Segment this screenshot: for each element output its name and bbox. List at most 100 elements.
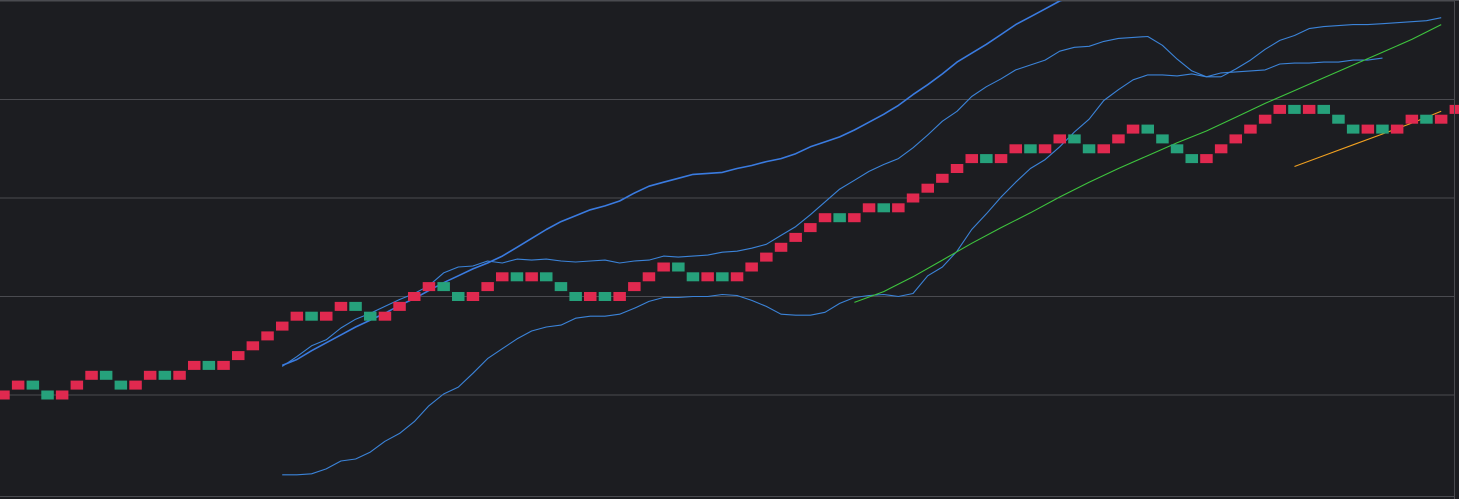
renko-brick-down [1024,144,1037,154]
renko-brick-up [584,292,597,301]
renko-brick-down [1156,134,1169,144]
renko-brick-down [672,262,685,272]
renko-brick-up [188,360,201,370]
renko-brick-up [1214,144,1228,154]
renko-brick-down [1082,144,1096,154]
renko-brick-down [980,154,993,164]
renko-brick-up [848,213,861,223]
renko-bricks [0,104,1459,400]
renko-brick-down [598,292,612,301]
renko-brick-up [950,164,964,173]
renko-brick-down [510,272,524,282]
renko-brick-down [437,282,450,292]
renko-brick-up [378,311,392,321]
renko-brick-down [158,370,172,380]
renko-brick-up [129,380,142,390]
moving-average-line [854,24,1442,303]
renko-brick-up [393,301,406,311]
renko-brick-up [906,193,920,203]
renko-brick-down [1288,104,1301,114]
band-lower-line [282,57,1383,476]
renko-brick-down [1317,104,1330,114]
renko-brick-up [261,331,274,341]
renko-brick-down [26,380,40,390]
renko-brick-down [1141,124,1154,134]
renko-brick-down [349,301,362,311]
renko-brick-down [1170,144,1184,154]
renko-brick-up [11,380,25,390]
renko-brick-down [1068,134,1081,144]
renko-brick-up [217,360,230,370]
renko-brick-down [1332,114,1345,124]
renko-brick-up [1229,134,1242,144]
renko-brick-down [1376,124,1389,134]
renko-brick-down [1420,114,1433,124]
renko-brick-down [202,360,216,370]
renko-brick-down [452,292,465,301]
renko-brick-up [422,282,436,292]
renko-brick-up [760,252,773,262]
renko-brick-up [1097,144,1110,154]
renko-brick-up [745,262,758,272]
renko-brick-down [99,370,113,380]
renko-brick-up [85,370,98,380]
renko-brick-down [41,390,54,400]
renko-brick-up [55,390,69,400]
renko-brick-up [730,272,744,282]
indicator-lines [281,0,1442,476]
renko-brick-up [1405,114,1419,124]
renko-brick-up [657,262,670,272]
renko-brick-up [466,292,480,301]
renko-brick-up [613,292,626,301]
renko-brick-down [364,311,377,321]
renko-brick-up [1126,124,1140,134]
renko-brick-up [70,380,84,390]
renko-brick-down [540,272,553,282]
renko-brick-up [1258,114,1272,124]
renko-brick-down [1346,124,1360,134]
renko-brick-up [276,321,289,331]
renko-brick-up [496,272,509,282]
renko-brick-up [965,154,978,164]
renko-brick-up [804,223,817,233]
renko-brick-down [716,272,729,282]
renko-brick-up [1434,114,1448,124]
renko-brick-up [290,311,304,321]
renko-brick-down [877,203,890,213]
renko-brick-up [921,183,934,193]
renko-brick-down [833,213,846,223]
renko-brick-down [554,282,568,292]
renko-brick-up [1200,154,1213,164]
renko-brick-up [0,390,10,400]
renko-brick-up [1302,104,1316,114]
renko-brick-up [1273,104,1286,114]
renko-brick-up [1009,144,1022,154]
band-upper-line [281,17,1442,367]
renko-brick-up [642,272,656,282]
renko-brick-down [686,272,700,282]
renko-brick-up [1112,134,1125,144]
renko-brick-down [569,292,582,301]
renko-brick-up [1053,134,1066,144]
renko-brick-up [1390,124,1404,134]
renko-brick-down [114,380,128,390]
renko-brick-up [701,272,714,282]
renko-brick-up [1244,124,1257,134]
renko-brick-up [774,242,788,252]
renko-brick-down [1185,154,1198,164]
renko-brick-up [892,203,905,213]
renko-brick-up [936,173,949,183]
renko-brick-up [173,370,186,380]
renko-brick-up [628,282,641,292]
renko-brick-up [525,272,538,282]
renko-brick-up [320,311,333,321]
renko-brick-up [481,282,494,292]
renko-brick-up [408,292,421,301]
renko-brick-up [232,351,245,361]
renko-brick-up [1038,144,1052,154]
renko-brick-up [246,341,260,351]
renko-brick-up [334,301,348,311]
